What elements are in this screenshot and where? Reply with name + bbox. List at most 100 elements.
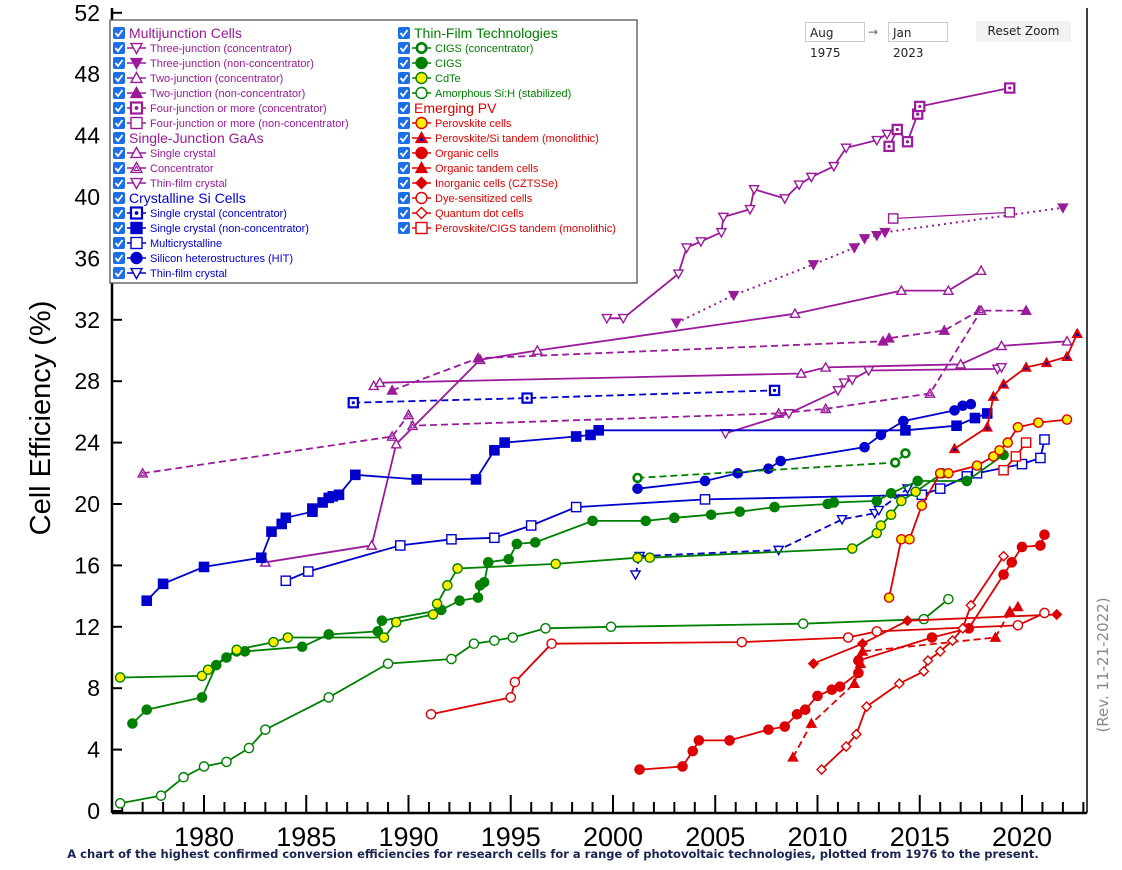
data-point[interactable] — [605, 621, 617, 633]
data-point[interactable] — [427, 609, 439, 620]
data-point[interactable] — [266, 526, 277, 537]
legend-item-two-junction-concentrator[interactable]: Two-junction (concentrator) — [150, 73, 283, 85]
data-point[interactable] — [975, 264, 987, 276]
legend-item-quantum-dot-cells[interactable]: Quantum dot cells — [435, 208, 524, 220]
data-point[interactable] — [858, 234, 871, 245]
data-point[interactable] — [632, 472, 643, 484]
data-point[interactable] — [805, 172, 818, 184]
data-point[interactable] — [734, 506, 746, 517]
legend-checkbox[interactable] — [398, 132, 410, 144]
data-point[interactable] — [887, 213, 899, 224]
data-point[interactable] — [382, 658, 394, 669]
data-point[interactable] — [221, 756, 232, 768]
data-point[interactable] — [499, 437, 510, 448]
data-point[interactable] — [431, 598, 443, 610]
legend-item-four-junction-or-more-non-concentrator[interactable]: Four-junction or more (non-concentrator) — [150, 118, 349, 130]
data-point[interactable] — [860, 701, 873, 713]
data-point[interactable] — [900, 448, 911, 459]
data-point[interactable] — [509, 676, 521, 688]
data-point[interactable] — [994, 444, 1005, 456]
data-point[interactable] — [850, 728, 862, 740]
data-point[interactable] — [732, 467, 744, 479]
data-point[interactable] — [231, 644, 243, 656]
legend-item-four-junction-or-more-concentrator[interactable]: Four-junction or more (concentrator) — [150, 103, 327, 115]
data-point[interactable] — [136, 467, 149, 478]
data-point[interactable] — [1061, 350, 1073, 362]
data-point[interactable] — [840, 740, 852, 753]
data-point[interactable] — [1012, 600, 1024, 612]
data-point[interactable] — [789, 307, 801, 319]
data-point[interactable] — [593, 425, 604, 436]
data-point[interactable] — [951, 420, 962, 432]
data-point[interactable] — [587, 515, 598, 527]
legend-checkbox[interactable] — [113, 237, 125, 249]
data-point[interactable] — [677, 761, 688, 772]
data-point[interactable] — [971, 460, 983, 471]
data-point[interactable] — [778, 194, 791, 205]
data-point[interactable] — [446, 653, 457, 665]
data-point[interactable] — [114, 672, 126, 683]
data-point[interactable] — [669, 512, 680, 524]
data-point[interactable] — [736, 636, 748, 648]
data-point[interactable] — [856, 645, 869, 656]
data-point[interactable] — [842, 632, 854, 643]
data-point[interactable] — [1061, 335, 1073, 346]
data-point[interactable] — [178, 771, 189, 783]
data-point[interactable] — [1039, 529, 1050, 541]
series-emerging-pv-perovskite-cells[interactable] — [883, 414, 1073, 603]
data-point[interactable] — [769, 501, 780, 513]
data-point[interactable] — [196, 670, 208, 682]
data-point[interactable] — [854, 657, 867, 669]
legend-group-thin-film-technologies[interactable]: Thin-Film Technologies — [414, 25, 558, 41]
legend-checkbox[interactable] — [398, 57, 410, 69]
data-point[interactable] — [468, 638, 480, 649]
data-point[interactable] — [807, 658, 819, 670]
data-point[interactable] — [775, 455, 786, 467]
legend-checkbox[interactable] — [398, 72, 410, 84]
data-point[interactable] — [1035, 540, 1046, 551]
data-point[interactable] — [1020, 437, 1032, 448]
data-point[interactable] — [1010, 451, 1022, 462]
data-point[interactable] — [879, 227, 891, 239]
data-point[interactable] — [895, 284, 908, 296]
legend-checkbox[interactable] — [398, 87, 410, 99]
data-point[interactable] — [546, 638, 557, 649]
data-point[interactable] — [848, 677, 861, 688]
data-point[interactable] — [454, 595, 465, 607]
data-point[interactable] — [965, 599, 977, 611]
data-point[interactable] — [1039, 434, 1050, 445]
data-point[interactable] — [724, 735, 735, 746]
data-point[interactable] — [885, 509, 897, 521]
legend-checkbox[interactable] — [113, 147, 125, 159]
data-point[interactable] — [472, 352, 484, 363]
data-point[interactable] — [885, 487, 897, 499]
data-point[interactable] — [938, 324, 951, 335]
data-point[interactable] — [875, 520, 887, 531]
data-point[interactable] — [1051, 608, 1063, 621]
data-point[interactable] — [715, 227, 728, 239]
data-point[interactable] — [347, 396, 359, 409]
data-point[interactable] — [1040, 356, 1053, 368]
legend-item-perovskite-cigs-tandem-monolithic[interactable]: Perovskite/CIGS tandem (monolithic) — [435, 223, 616, 235]
series-single-junction-gaas-single-crystal[interactable] — [367, 335, 1073, 391]
data-point[interactable] — [848, 243, 861, 254]
legend-checkbox[interactable] — [113, 87, 125, 99]
data-point[interactable] — [918, 665, 930, 677]
series-crystalline-si-cells-multicrystalline[interactable] — [280, 434, 1050, 587]
data-point[interactable] — [323, 692, 335, 703]
data-point[interactable] — [333, 489, 345, 501]
legend-item-cigs[interactable]: CIGS — [435, 58, 462, 70]
legend-checkbox[interactable] — [113, 162, 125, 174]
legend-item-perovskite-si-tandem-monolithic[interactable]: Perovskite/Si tandem (monolithic) — [435, 133, 599, 145]
data-point[interactable] — [995, 339, 1008, 351]
data-point[interactable] — [807, 260, 820, 271]
data-point[interactable] — [816, 763, 828, 776]
data-point[interactable] — [768, 384, 781, 397]
data-point[interactable] — [795, 367, 807, 378]
data-point[interactable] — [893, 678, 905, 690]
data-point[interactable] — [890, 457, 901, 468]
data-point[interactable] — [819, 361, 832, 372]
series-crystalline-si-cells-thin-film-crystal[interactable] — [629, 484, 914, 581]
data-point[interactable] — [828, 161, 840, 173]
data-point[interactable] — [452, 563, 463, 574]
